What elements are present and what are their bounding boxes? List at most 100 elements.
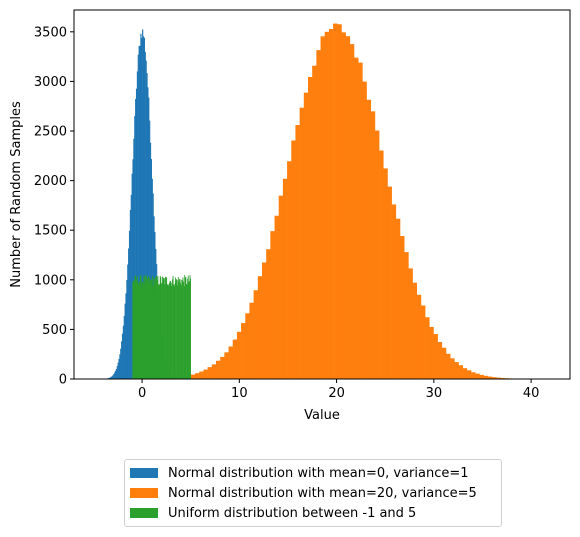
histogram-bar xyxy=(189,275,191,379)
histogram-bar xyxy=(181,279,183,379)
histogram-bar xyxy=(156,280,158,379)
histogram-bar xyxy=(149,277,151,379)
legend: Normal distribution with mean=0, varianc… xyxy=(124,459,502,527)
x-tick-label: 20 xyxy=(328,386,345,401)
histogram-bar xyxy=(121,333,124,379)
histogram-bar xyxy=(144,275,146,379)
histogram-bar xyxy=(165,276,166,379)
histogram-bar xyxy=(366,99,372,379)
histogram-bar xyxy=(156,275,158,379)
histogram-bar xyxy=(337,24,342,380)
histogram-bar xyxy=(177,285,179,379)
histogram-bar xyxy=(387,186,392,379)
legend-item-normal-mean0: Normal distribution with mean=0, varianc… xyxy=(125,463,501,483)
histogram-bar xyxy=(134,116,136,380)
histogram-bar xyxy=(328,28,334,380)
histogram-bar xyxy=(211,364,217,379)
histogram-bar xyxy=(140,275,142,379)
histogram-bar xyxy=(135,275,137,379)
histogram-bar xyxy=(153,286,155,379)
histogram-bar xyxy=(458,365,464,379)
histogram-bar xyxy=(132,281,134,379)
histogram-bar xyxy=(176,279,178,379)
histogram-bar xyxy=(408,268,413,379)
plot-frame xyxy=(73,9,571,380)
histogram-bar xyxy=(446,353,451,379)
histogram-bar xyxy=(141,286,142,379)
histogram-bar xyxy=(120,348,122,379)
histogram-bar xyxy=(224,352,229,379)
histogram-bar xyxy=(429,326,434,379)
histogram-bar xyxy=(358,62,363,380)
histogram-bar xyxy=(420,305,426,379)
histogram-bar xyxy=(173,284,175,379)
histogram-bar xyxy=(126,279,128,379)
histogram-bar xyxy=(154,283,156,379)
y-tick-label: 3500 xyxy=(34,25,67,40)
histogram-bar xyxy=(149,142,152,379)
histogram-bar xyxy=(199,371,204,379)
legend-label: Normal distribution with mean=0, varianc… xyxy=(168,465,469,481)
histogram-bar xyxy=(110,376,112,379)
histogram-bar xyxy=(370,111,376,379)
histogram-bar xyxy=(454,362,459,379)
y-tick-label: 1500 xyxy=(34,224,67,239)
histogram-bar xyxy=(166,277,168,379)
histogram-bar xyxy=(130,194,132,379)
histogram-bar xyxy=(391,204,397,379)
histogram-bar xyxy=(187,275,189,379)
histogram-bar xyxy=(116,366,118,379)
histogram-bar xyxy=(149,120,151,379)
histogram-bar xyxy=(114,372,116,379)
histogram-bar xyxy=(123,315,125,379)
histogram-bar xyxy=(171,282,173,379)
histogram-bar xyxy=(172,279,173,379)
histogram-bar xyxy=(492,377,497,379)
histogram-bar xyxy=(143,276,145,379)
histogram-bar xyxy=(500,377,505,379)
histogram-bar xyxy=(349,44,355,379)
y-tick-label: 2000 xyxy=(34,174,67,189)
histogram-bar xyxy=(179,279,180,379)
histogram-bar xyxy=(362,81,367,379)
histogram-bar xyxy=(128,230,131,379)
histogram-bar xyxy=(145,278,147,379)
histogram-bar xyxy=(185,277,187,379)
x-tick-label: 0 xyxy=(138,386,146,401)
histogram-bar xyxy=(496,377,501,379)
legend-swatch-green xyxy=(130,508,158,518)
histogram-bar xyxy=(203,369,208,379)
x-tick-label: 10 xyxy=(231,386,248,401)
histogram-bar xyxy=(158,284,159,379)
histogram-bar xyxy=(147,278,149,379)
histogram-bar xyxy=(169,281,171,379)
histogram-bar xyxy=(165,276,167,379)
histogram-bar xyxy=(175,280,177,379)
y-tick-label: 0 xyxy=(59,373,67,388)
x-tick-label: 30 xyxy=(426,386,443,401)
histogram-bar xyxy=(178,281,180,379)
histogram-bar xyxy=(125,293,127,379)
histogram-bar xyxy=(170,286,172,379)
histogram-bar xyxy=(142,29,144,380)
histogram-bar xyxy=(155,278,157,379)
histogram-bar xyxy=(399,235,405,379)
histogram-bar xyxy=(146,281,148,379)
y-axis-label: Number of Random Samples xyxy=(9,101,24,288)
histogram-bar xyxy=(395,218,401,379)
histogram-bar xyxy=(253,290,259,379)
histogram-bar xyxy=(151,280,152,379)
histogram-bar xyxy=(160,283,162,379)
histogram-bar xyxy=(133,279,135,379)
histogram-bar xyxy=(136,281,138,379)
histogram-bar xyxy=(180,282,182,379)
histogram-bar xyxy=(150,279,152,379)
histogram-bar xyxy=(152,277,154,379)
histogram-bar xyxy=(169,282,170,379)
histogram-bar xyxy=(111,376,113,379)
histogram-bar xyxy=(174,283,176,379)
histogram-bar xyxy=(142,36,145,379)
histogram-bar xyxy=(181,280,183,379)
histogram-bar xyxy=(168,283,170,379)
histogram-bar xyxy=(462,368,468,379)
